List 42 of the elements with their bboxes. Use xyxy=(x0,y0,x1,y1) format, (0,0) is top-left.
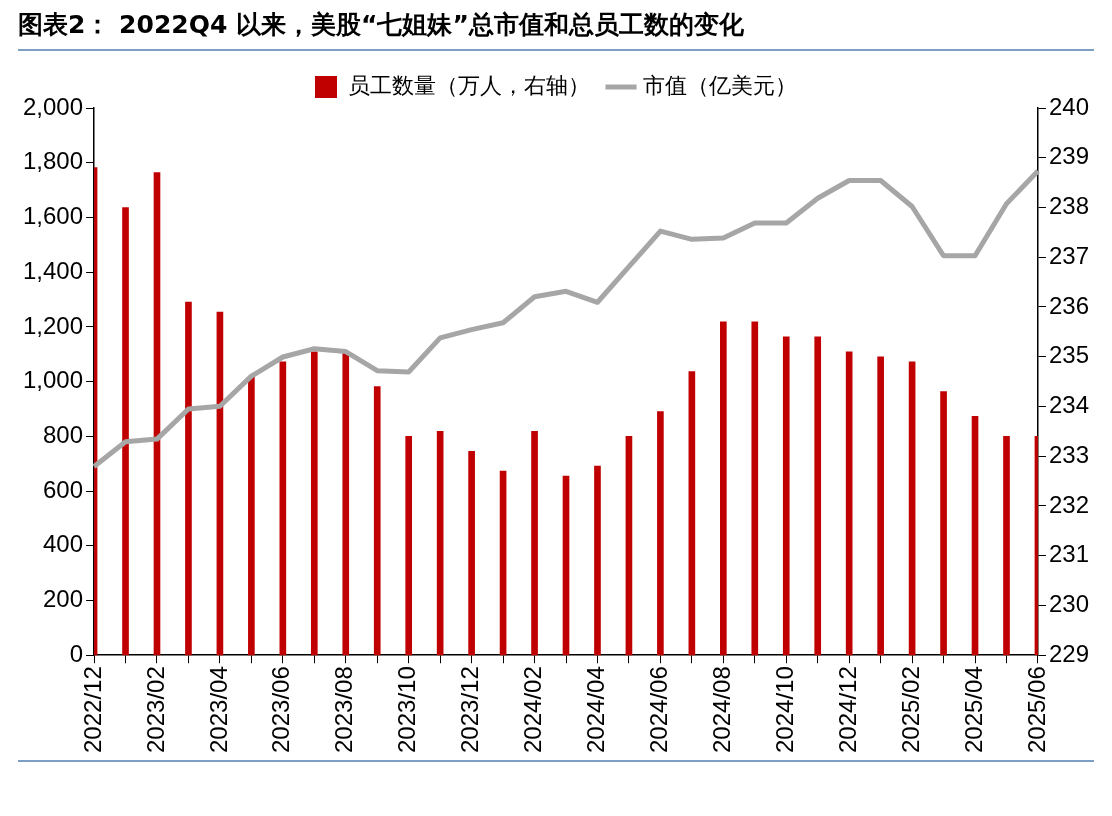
y2-tick-label: 233 xyxy=(1048,440,1089,468)
y2-tick-label: 236 xyxy=(1048,291,1089,319)
y-tick-label: 1,600 xyxy=(23,202,84,230)
y2-tick-label: 238 xyxy=(1048,192,1089,220)
x-tick-label: 2023/06 xyxy=(267,666,295,754)
y-tick-label: 200 xyxy=(43,585,84,613)
x-tick-label: 2023/12 xyxy=(456,666,484,754)
y2-tick-label: 229 xyxy=(1048,639,1089,667)
y2-tick-label: 239 xyxy=(1048,142,1089,170)
y2-tick-label: 230 xyxy=(1048,590,1089,618)
y-tick-label: 1,200 xyxy=(23,311,84,339)
x-tick-label: 2025/06 xyxy=(1022,666,1050,754)
x-tick-label: 2023/10 xyxy=(393,666,421,754)
y2-tick-label: 240 xyxy=(1048,92,1089,120)
x-tick-label: 2024/10 xyxy=(770,666,798,754)
y-tick-label: 0 xyxy=(69,639,84,667)
y2-tick-label: 234 xyxy=(1048,391,1089,419)
y-tick-label: 1,400 xyxy=(23,256,84,284)
x-tick-label: 2024/08 xyxy=(707,666,735,754)
x-tick-label: 2023/04 xyxy=(204,666,232,754)
y-tick-label: 400 xyxy=(43,530,84,558)
y2-tick-label: 237 xyxy=(1048,241,1089,269)
x-tick-label: 2023/02 xyxy=(141,666,169,754)
y-tick-label: 800 xyxy=(43,420,84,448)
y-tick-label: 1,800 xyxy=(23,147,84,175)
y-tick-label: 2,000 xyxy=(23,92,84,120)
x-tick-label: 2024/12 xyxy=(833,666,861,754)
legend-label: 市值（亿美元） xyxy=(643,72,797,98)
x-tick-label: 2025/04 xyxy=(959,666,987,754)
x-tick-label: 2024/04 xyxy=(582,666,610,754)
y2-tick-label: 231 xyxy=(1048,540,1089,568)
chart-title: 图表2： 2022Q4 以来，美股“七姐妹”总市值和总员工数的变化 xyxy=(18,8,1094,51)
y-tick-label: 600 xyxy=(43,475,84,503)
legend-label: 员工数量（万人，右轴） xyxy=(348,72,590,98)
x-tick-label: 2025/02 xyxy=(896,666,924,754)
y2-tick-label: 232 xyxy=(1048,490,1089,518)
x-tick-label: 2023/08 xyxy=(330,666,358,754)
x-tick-label: 2024/06 xyxy=(645,666,673,754)
y2-tick-label: 235 xyxy=(1048,341,1089,369)
y-tick-label: 1,000 xyxy=(23,366,84,394)
x-tick-label: 2022/12 xyxy=(78,666,106,754)
x-tick-label: 2024/02 xyxy=(519,666,547,754)
